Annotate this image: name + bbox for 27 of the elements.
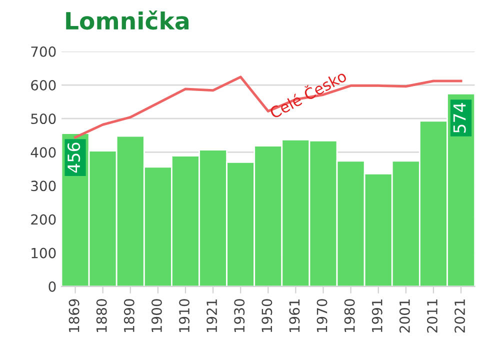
x-tick-label: 2011 [426, 299, 438, 333]
chart-title: Lomnička [66, 10, 189, 30]
y-tick-label: 700 [31, 46, 56, 57]
x-tick-label: 1869 [68, 299, 80, 332]
data-label: 456 [68, 142, 80, 173]
x-tick-label: 1910 [179, 299, 190, 332]
y-tick-label: 500 [31, 114, 56, 124]
x-tick-label: 1930 [234, 299, 245, 332]
x-tick-label: 1880 [96, 299, 107, 332]
text: Celé Česko [268, 67, 348, 119]
y-tick-label: 200 [31, 214, 56, 225]
x-tick-label: 1970 [316, 299, 328, 332]
data-label: 574 [453, 103, 466, 133]
x-tick-label: 2021 [454, 299, 466, 333]
x-tick-label: 1950 [262, 299, 272, 332]
x-tick-label: 1991 [372, 299, 382, 332]
x-tick-label: 2001 [399, 299, 410, 333]
x-tick-label: 1921 [206, 299, 218, 332]
y-tick-label: 100 [32, 248, 56, 258]
y-tick-label: 0 [48, 281, 56, 292]
y-tick-label: 300 [31, 180, 56, 192]
y-tick-label: 600 [31, 80, 56, 90]
x-tick-label: 1890 [124, 299, 134, 332]
x-tick-label: 1980 [344, 299, 355, 332]
x-tick-label: 1900 [151, 299, 162, 332]
y-tick-label: 400 [30, 147, 56, 158]
x-tick-label: 1961 [289, 299, 300, 332]
